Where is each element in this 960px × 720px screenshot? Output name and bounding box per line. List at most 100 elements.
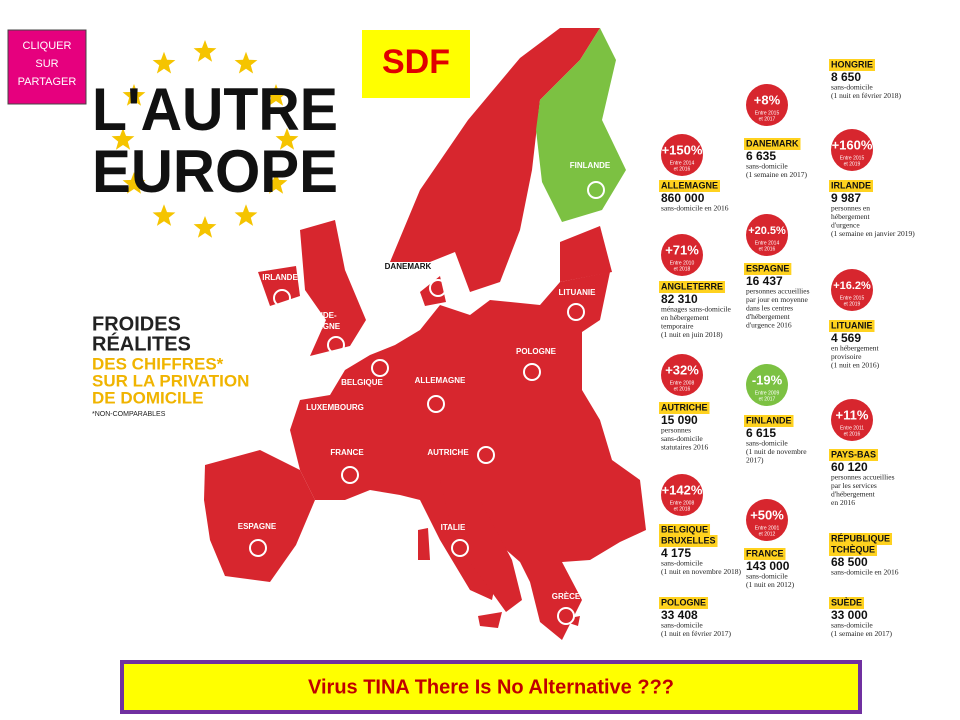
star [193,40,217,62]
bell-icon [375,325,393,343]
detail: sans-domicile [746,162,788,171]
bell-icon [451,539,469,557]
detail: (1 nuit en novembre 2018) [661,567,741,576]
share-button-label: PARTAGER [18,76,77,88]
badge-value: +32% [665,362,699,377]
stars [111,40,299,238]
country-highlight [829,59,876,71]
detail: provisoire [831,352,862,361]
country: SUÈDE [831,597,862,607]
map-mainland [290,272,646,640]
star [264,84,288,106]
map-ireland [258,266,300,306]
detail: personnes accueillies [831,473,895,482]
country: FINLANDE [746,415,792,425]
badge [661,354,703,396]
badge [746,499,788,541]
badge-note: et 2019 [844,161,861,167]
bell-icon [327,336,345,354]
title: L'AUTRE [92,76,338,143]
bell-icon [477,446,495,464]
detail: (1 semaine en 2017) [831,629,893,638]
share-button-label: CLIQUER [23,40,72,52]
map-scandinavia [390,28,600,292]
map-label: AUTRICHE [427,448,469,457]
value: 9 987 [831,191,861,205]
badge-value: +142% [662,482,703,497]
badge-note: et 2016 [844,431,861,437]
badge [831,129,873,171]
detail: sans-domicile en 2016 [661,204,729,213]
country: BRUXELLES [661,535,716,545]
country-highlight [659,535,718,547]
country-highlight [744,548,786,560]
map-italy [440,480,522,612]
detail: ménages sans-domicile [661,305,731,314]
badge [661,474,703,516]
share-button-label: SUR [35,58,58,70]
badge-note: et 2018 [674,506,691,512]
detail: (1 nuit en février 2017) [661,629,731,638]
country: LITUANIE [831,320,873,330]
badge [661,134,703,176]
badge-note: Entre 2015 [840,295,865,301]
country-highlight [829,320,875,332]
value: 60 120 [831,460,868,474]
country-highlight [659,402,710,414]
bell-icon [557,607,575,625]
detail: personnes en [831,204,870,213]
badge-note: Entre 2015 [755,110,780,116]
badge-value: +150% [662,142,703,157]
share-button[interactable] [7,29,87,105]
badge [746,364,788,406]
star [152,51,176,74]
bell-icon [427,395,445,413]
detail: d'hébergement [746,312,791,321]
badge-note: Entre 2008 [670,500,695,506]
badge-note: et 2017 [759,116,776,122]
detail: 2017) [746,456,764,465]
badge-note: et 2017 [759,396,776,402]
badge [831,269,873,311]
detail: temporaire [661,322,694,331]
map-label: LUXEMBOURG [306,403,364,412]
badge [831,399,873,441]
value: 860 000 [661,191,705,205]
badge-value: +8% [754,92,781,107]
value: 8 650 [831,70,861,84]
badge [746,84,788,126]
map-label: GRANDE- [299,311,337,320]
map-label: LITUANIE [559,288,597,297]
detail: sans-domicile [746,572,788,581]
map-label: GRÈCE [552,592,581,601]
detail: (1 nuit en février 2018) [831,91,901,100]
bell-icon [567,303,585,321]
value: 4 175 [661,546,691,560]
value: 143 000 [746,559,790,573]
star [122,172,146,194]
country-highlight [659,597,709,609]
star [111,128,135,150]
star [275,128,299,150]
subtitle-highlight: SUR LA PRIVATION [92,371,249,390]
country-highlight [744,138,801,150]
bell-icon [587,181,605,199]
map-label: DANEMARK [385,262,432,271]
badge-note: Entre 2014 [755,240,780,246]
detail: sans-domicile en 2016 [831,568,899,577]
badge [661,234,703,276]
badge-note: Entre 2001 [755,525,780,531]
detail: d'urgence [831,221,860,230]
star [234,204,258,226]
map-label: ITALIE [441,523,466,532]
value: 16 437 [746,274,783,288]
badge-note: et 2016 [674,166,691,172]
badge-note: et 2016 [674,386,691,392]
country-highlight [744,263,792,275]
detail: par jour en moyenne [746,295,809,304]
badge-value: -19% [752,372,783,387]
star [122,84,146,106]
map-finland [536,28,626,222]
detail: par les services [831,481,877,490]
